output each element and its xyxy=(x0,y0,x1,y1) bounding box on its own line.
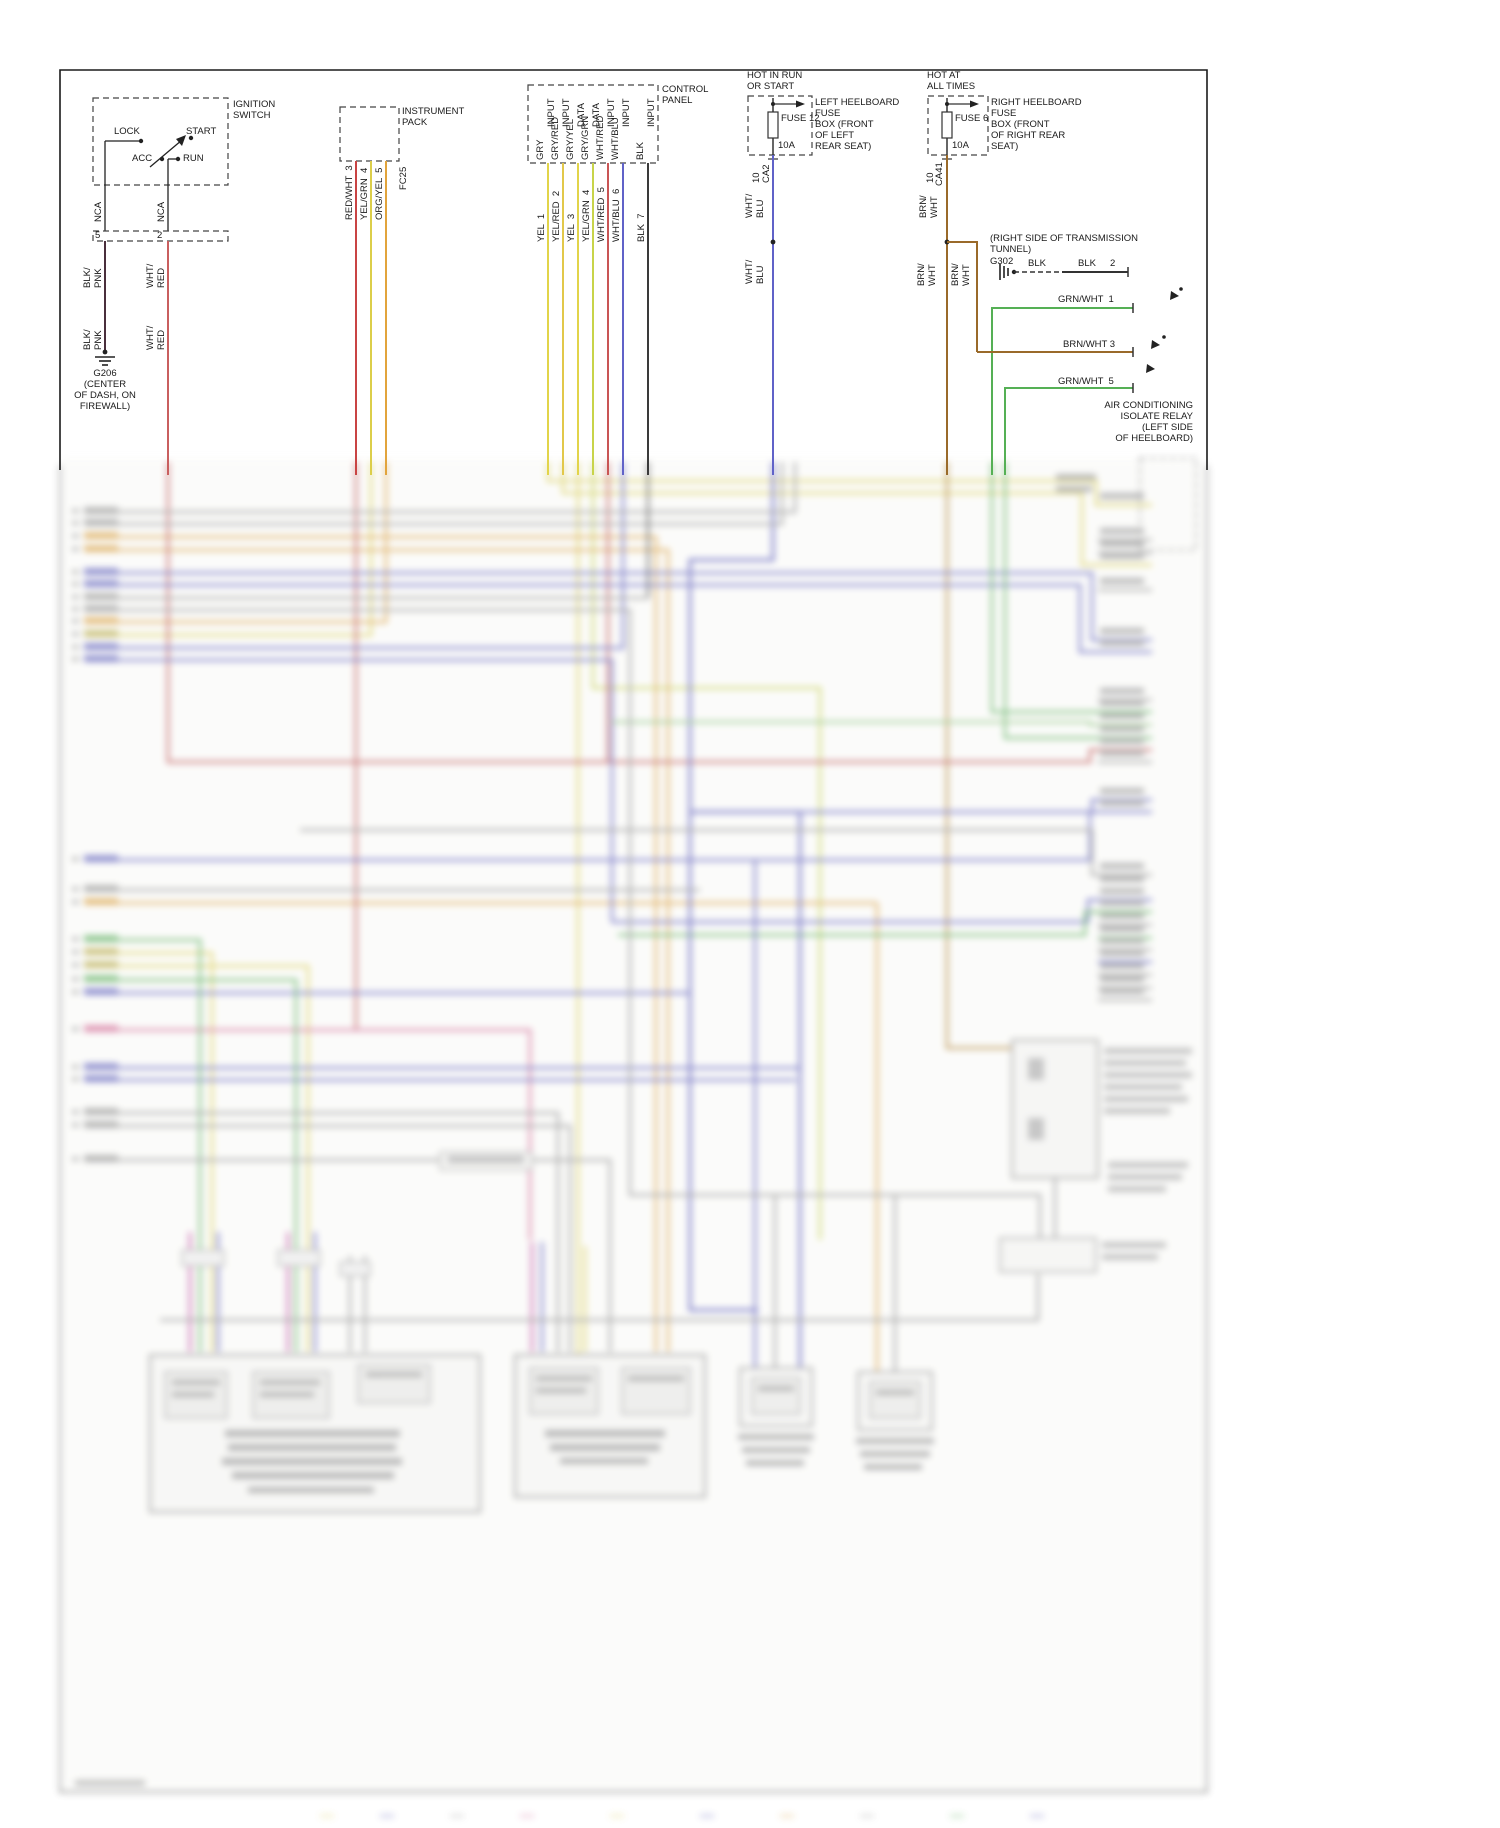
wire-blk-pnk-label-2: BLK/ PNK xyxy=(82,329,104,350)
ignition-switch-symbol xyxy=(92,97,229,475)
wire-red-wht-3-label: RED/WHT 3 xyxy=(344,165,355,220)
ground-g206: G206 (CENTER OF DASH, ON FIREWALL) xyxy=(63,368,147,412)
wire-org-yel-5-label: ORG/YEL 5 xyxy=(374,167,385,220)
cp-internal-7: BLK xyxy=(635,142,646,160)
ground-g206-name: G206 xyxy=(93,368,117,379)
cp-signal-7: INPUT xyxy=(646,98,657,128)
cp-wire-1: YEL 1 xyxy=(536,213,547,242)
wire-wht-red-label-1: WHT/ RED xyxy=(145,263,167,288)
ground-g206-location: (CENTER OF DASH, ON FIREWALL) xyxy=(74,379,136,412)
relay-wire-grn-wht-1: GRN/WHT 1 xyxy=(1058,294,1114,305)
fuse6-name: FUSE 6 xyxy=(955,113,989,124)
cp-wire-6: WHT/BLU 6 xyxy=(611,188,622,242)
connector-ca2: CA2 xyxy=(761,164,772,183)
relay-wire-brn-wht-3: BRN/WHT 3 xyxy=(1063,339,1116,350)
instrument-pack-symbol xyxy=(339,106,400,475)
cp-wire-7: BLK 7 xyxy=(636,213,647,242)
fuse-12-symbol xyxy=(747,95,813,475)
fuse12-location: LEFT HEELBOARD FUSE BOX (FRONT OF LEFT R… xyxy=(815,97,900,152)
ignition-pos-start: START xyxy=(186,126,217,137)
ignition-switch-title: IGNITION SWITCH xyxy=(233,99,276,121)
g302-wire-blk-b: BLK xyxy=(1078,258,1096,269)
wire-brn-wht-label-1: BRN/ WHT xyxy=(918,195,940,218)
cp-signal-5: INPUT xyxy=(606,98,617,128)
g302-wire-blk-a: BLK xyxy=(1028,258,1046,269)
cp-wire-3: YEL 3 xyxy=(566,213,577,242)
ignition-pin-2: 2 xyxy=(157,230,163,241)
control-panel-symbol xyxy=(527,84,659,475)
instrument-pack-title: INSTRUMENT PACK xyxy=(402,106,465,128)
fuse12-rating: 10A xyxy=(778,140,795,151)
wire-brn-wht-label-3: BRN/ WHT xyxy=(950,263,972,286)
nca-label-left: NCA xyxy=(93,201,104,222)
wire-wht-blu-label-2: WHT/ BLU xyxy=(744,259,766,284)
ignition-pos-acc: ACC xyxy=(132,153,153,164)
fuse6-header: HOT AT ALL TIMES xyxy=(927,70,976,92)
wire-wht-blu-label-1: WHT/ BLU xyxy=(744,193,766,218)
g302-location: (RIGHT SIDE OF TRANSMISSION TUNNEL) xyxy=(990,233,1138,255)
cp-signal-6: INPUT xyxy=(621,98,632,128)
ignition-pos-lock: LOCK xyxy=(114,126,140,137)
fuse6-rating: 10A xyxy=(952,140,969,151)
cp-signal-4: DATA xyxy=(591,103,602,127)
cp-internal-1: GRY xyxy=(535,139,546,160)
cp-signal-3: DATA xyxy=(576,103,587,127)
cp-signal-1: INPUT xyxy=(546,98,557,128)
connector-ca41: CA41 xyxy=(934,162,945,186)
control-panel-title: CONTROL PANEL xyxy=(662,84,709,106)
nca-label-right: NCA xyxy=(156,201,167,222)
g302-pin-2: 2 xyxy=(1110,258,1116,269)
fuse12-header: HOT IN RUN OR START xyxy=(747,70,803,92)
cp-wire-2: YEL/RED 2 xyxy=(551,190,562,242)
ignition-pin-5: 5 xyxy=(95,230,101,241)
wire-yel-grn-4-label: YEL/GRN 4 xyxy=(359,167,370,220)
fuse12-name: FUSE 12 xyxy=(781,113,820,124)
ac-isolate-relay-label: AIR CONDITIONING ISOLATE RELAY (LEFT SID… xyxy=(1104,400,1193,444)
wire-blk-pnk-label-1: BLK/ PNK xyxy=(82,267,104,288)
wire-brn-wht-label-2: BRN/ WHT xyxy=(916,263,938,286)
cp-wire-5: WHT/RED 5 xyxy=(596,187,607,242)
fuse-6-symbol xyxy=(927,95,989,475)
g302-name: G302 xyxy=(990,256,1014,267)
wire-wht-red-label-2: WHT/ RED xyxy=(145,325,167,350)
cp-signal-2: INPUT xyxy=(561,98,572,128)
cp-wire-4: YEL/GRN 4 xyxy=(581,189,592,242)
fuse6-location: RIGHT HEELBOARD FUSE BOX (FRONT OF RIGHT… xyxy=(991,97,1082,152)
ignition-pos-run: RUN xyxy=(183,153,204,164)
connector-fc25-label: FC25 xyxy=(398,166,409,190)
relay-feed-wires xyxy=(977,287,1183,475)
g302-ground-symbol xyxy=(999,264,1129,280)
relay-wire-grn-wht-5: GRN/WHT 5 xyxy=(1058,376,1114,387)
